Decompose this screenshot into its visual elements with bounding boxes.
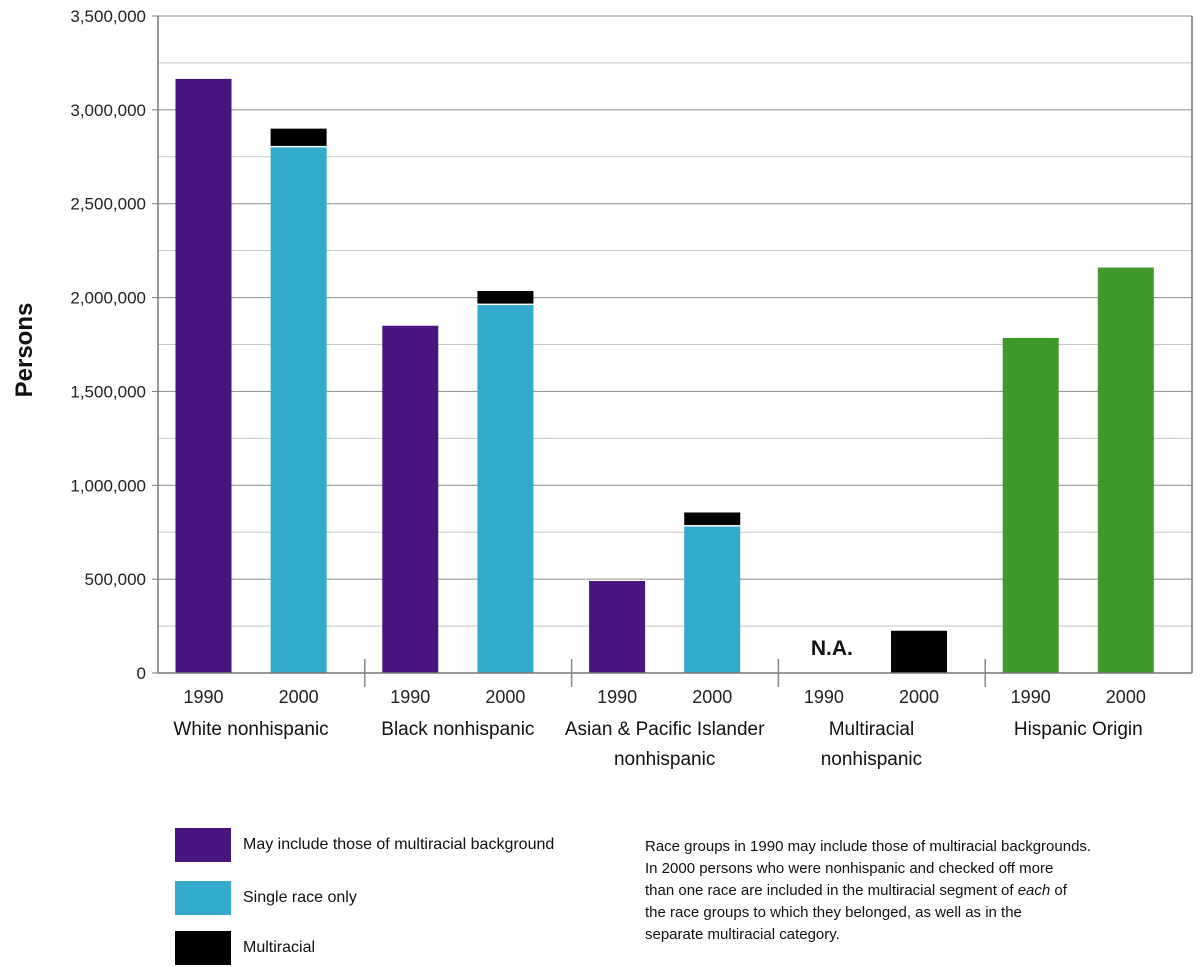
y-tick-label: 3,500,000 — [70, 7, 146, 26]
bar-segment — [1097, 267, 1154, 673]
group-label: Asian & Pacific Islander — [565, 719, 765, 740]
axes — [152, 15, 1193, 687]
legend-item-may-include: May include those of multiracial backgro… — [175, 828, 595, 864]
y-tick-label: 500,000 — [85, 570, 146, 589]
footnote-line: separate multiracial category. — [645, 926, 840, 943]
y-tick-label: 1,000,000 — [70, 476, 146, 495]
bar-segment — [175, 78, 232, 674]
bars — [175, 78, 1154, 674]
x-tick-label: 2000 — [485, 687, 525, 707]
legend-swatch — [175, 881, 231, 915]
legend-item-single-race: Single race only — [175, 881, 595, 917]
legend-swatch — [175, 931, 231, 965]
gridlines — [158, 15, 1192, 627]
bar-segment — [270, 128, 327, 146]
legend-swatch — [175, 828, 231, 862]
group-label: White nonhispanic — [173, 719, 328, 740]
y-tick-label: 3,000,000 — [70, 101, 146, 120]
bar-segment — [891, 630, 948, 673]
y-tick-label: 0 — [137, 664, 146, 683]
group-label: nonhispanic — [821, 749, 922, 770]
group-label: Multiracial — [829, 719, 915, 740]
x-tick-label: 1990 — [1011, 687, 1051, 707]
bar-segment — [684, 526, 741, 673]
footnote: Race groups in 1990 may include those of… — [645, 836, 1190, 946]
footnote-line: Race groups in 1990 may include those of… — [645, 838, 1092, 855]
legend-label: May include those of multiracial backgro… — [243, 836, 555, 853]
footnote-text: of — [1050, 882, 1067, 899]
group-label: Hispanic Origin — [1014, 719, 1143, 740]
legend-item-multiracial: Multiracial — [175, 931, 595, 967]
y-tick-label: 2,500,000 — [70, 195, 146, 214]
x-tick-label: 2000 — [899, 687, 939, 707]
footnote-text: than one race are included in the multir… — [645, 882, 1018, 899]
y-axis-title: Persons — [11, 303, 38, 398]
bar-segment — [589, 581, 646, 673]
labels: 0 500,000 1,000,000 1,500,000 2,000,000 2,500… — [70, 7, 1145, 770]
bar-segment — [382, 325, 439, 673]
group-label: Black nonhispanic — [381, 719, 534, 740]
bar-segment — [477, 305, 534, 673]
y-tick-label: 1,500,000 — [70, 382, 146, 401]
x-tick-label: 1990 — [804, 687, 844, 707]
legend-label: Multiracial — [243, 939, 316, 956]
footnote-emphasis: each — [1017, 882, 1051, 899]
legend-label: Single race only — [243, 889, 357, 906]
x-tick-label: 1990 — [597, 687, 637, 707]
na-label: N.A. — [811, 637, 853, 660]
bar-segment — [684, 512, 741, 526]
footnote-line: than one race are included in the multir… — [645, 880, 1190, 902]
x-tick-label: 2000 — [692, 687, 732, 707]
group-label: nonhispanic — [614, 749, 715, 770]
chart: 0 500,000 1,000,000 1,500,000 2,000,000 2,500… — [11, 7, 1193, 770]
bar-segment — [477, 291, 534, 304]
footnote-line: the race groups to which they belonged, … — [645, 904, 1022, 921]
x-tick-label: 2000 — [279, 687, 319, 707]
x-tick-label: 1990 — [183, 687, 223, 707]
bar-segment — [1002, 337, 1059, 673]
bar-segment — [270, 147, 327, 673]
y-tick-label: 2,000,000 — [70, 289, 146, 308]
footnote-line: In 2000 persons who were nonhispanic and… — [645, 860, 1054, 877]
x-tick-label: 2000 — [1106, 687, 1146, 707]
x-tick-label: 1990 — [390, 687, 430, 707]
